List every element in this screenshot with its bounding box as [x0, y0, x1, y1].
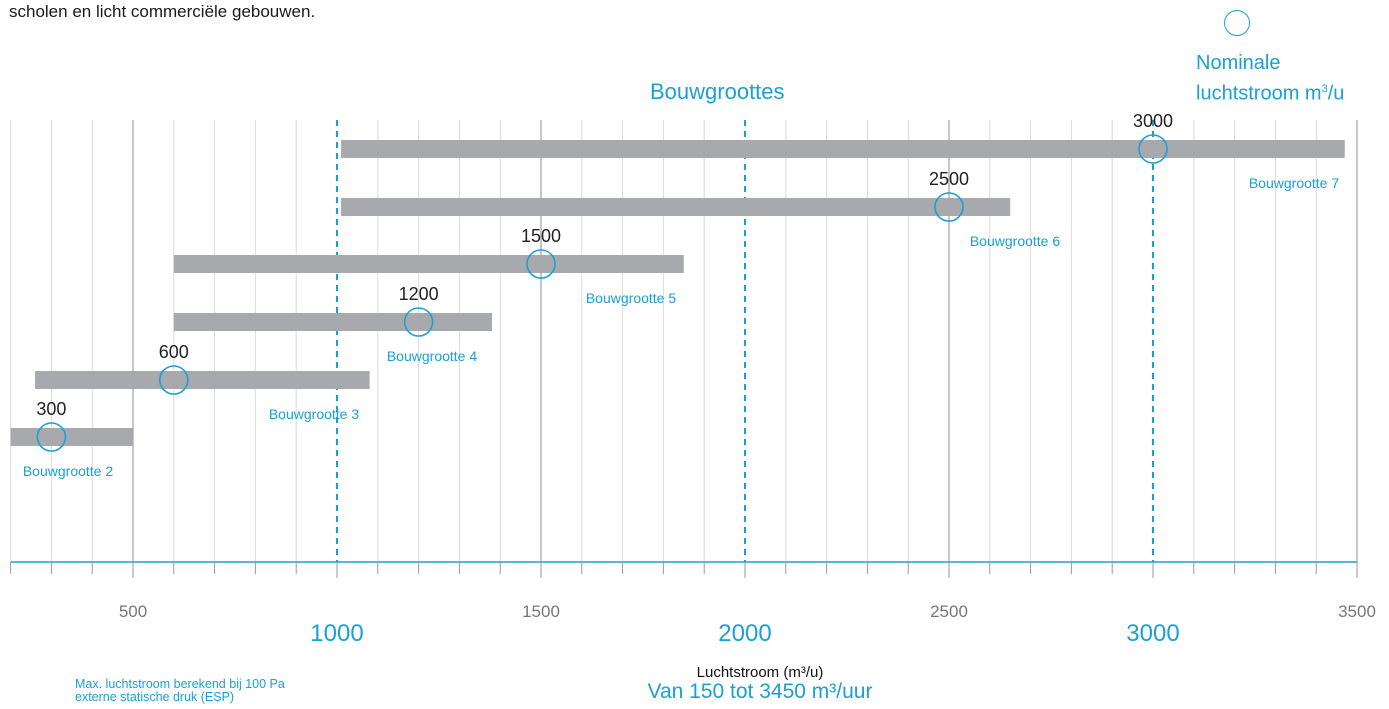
nominal-airflow-legend-icon [1224, 10, 1250, 36]
nominal-value-label: 600 [159, 342, 189, 362]
range-bar [10, 428, 134, 446]
range-bar [173, 313, 493, 331]
x-tick-label: 1000 [310, 620, 363, 647]
intro-text: scholen en licht commerciële gebouwen. [9, 2, 316, 21]
nominal-marker [36, 422, 67, 452]
nominal-airflow-legend-label: Nominale luchtstroom m3/u [1196, 50, 1344, 107]
x-tick-label: 2500 [930, 602, 968, 621]
nominal-value-label: 300 [36, 399, 66, 419]
nominal-marker [403, 307, 434, 337]
x-tick-label: 3000 [1126, 620, 1179, 647]
range-bar [35, 371, 370, 389]
nominal-value-label: 1500 [521, 226, 561, 246]
size-label: Bouwgrootte 4 [387, 348, 477, 364]
nominal-marker [159, 365, 189, 395]
nominal-marker [934, 192, 964, 222]
range-bar [341, 198, 1011, 216]
x-tick-label: 3500 [1338, 602, 1376, 621]
footnote-line-1: Max. luchtstroom berekend bij 100 Pa [75, 677, 285, 691]
chart-title: Bouwgroottes [650, 79, 785, 104]
legend-suffix: /u [1327, 82, 1345, 105]
footnote: Max. luchtstroom berekend bij 100 Pa ext… [75, 678, 285, 704]
size-label: Bouwgrootte 5 [586, 290, 676, 306]
nominal-marker [526, 249, 556, 279]
x-tick-label: 1500 [522, 602, 560, 621]
legend-line-2: luchtstroom m [1196, 82, 1322, 105]
size-label: Bouwgrootte 7 [1249, 175, 1339, 191]
size-label: Bouwgrootte 3 [269, 406, 359, 422]
legend-sup: 3 [1321, 83, 1328, 95]
range-bar [173, 255, 684, 273]
x-tick-label: 500 [119, 602, 147, 621]
legend-line-1: Nominale [1196, 52, 1281, 74]
size-label: Bouwgrootte 6 [970, 233, 1060, 249]
nominal-value-label: 1200 [399, 284, 439, 304]
chart-subtitle: Van 150 tot 3450 m³/uur [647, 680, 873, 703]
footnote-line-2: externe statische druk (ESP) [75, 690, 235, 704]
x-tick-label: 2000 [718, 620, 771, 647]
nominal-value-label: 3000 [1133, 111, 1173, 131]
nominal-value-label: 2500 [929, 169, 969, 189]
nominal-marker [1138, 134, 1168, 164]
size-label: Bouwgrootte 2 [23, 463, 113, 479]
x-axis-label: Luchtstroom (m³/u) [696, 664, 824, 681]
range-bar [341, 140, 1345, 158]
